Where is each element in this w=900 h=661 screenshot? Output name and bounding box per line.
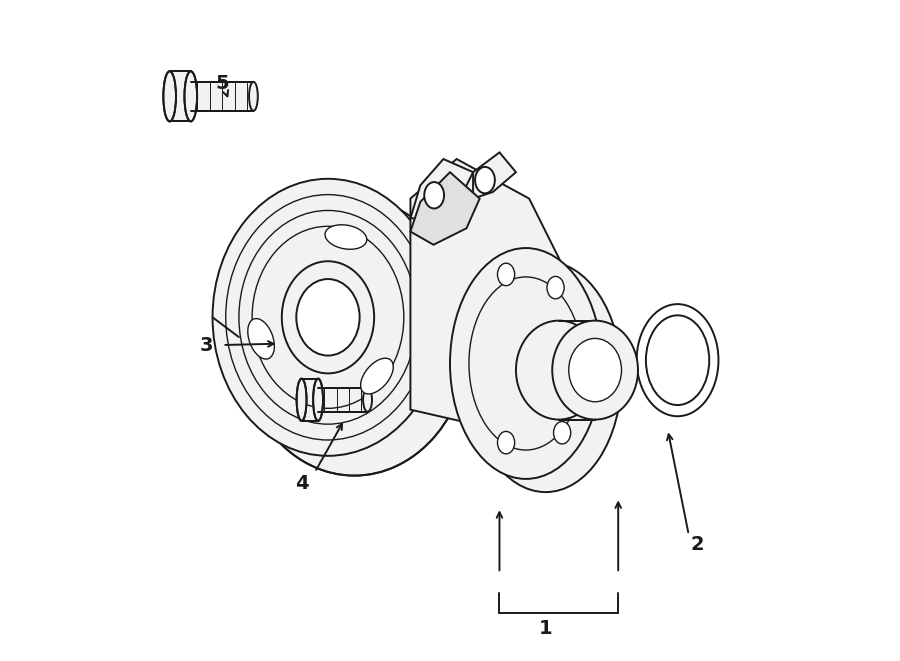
- Ellipse shape: [646, 315, 709, 405]
- Ellipse shape: [554, 422, 571, 444]
- Ellipse shape: [498, 263, 515, 286]
- Text: 3: 3: [199, 336, 212, 354]
- Ellipse shape: [469, 277, 582, 450]
- Ellipse shape: [249, 82, 257, 111]
- Text: 5: 5: [216, 73, 230, 93]
- Ellipse shape: [325, 225, 367, 249]
- Ellipse shape: [296, 279, 360, 356]
- Ellipse shape: [569, 338, 622, 402]
- Polygon shape: [480, 377, 533, 426]
- Ellipse shape: [297, 379, 307, 421]
- Text: 4: 4: [295, 474, 309, 493]
- Ellipse shape: [163, 71, 176, 122]
- Ellipse shape: [424, 182, 444, 208]
- Text: 2: 2: [690, 535, 704, 555]
- Ellipse shape: [475, 167, 495, 193]
- Polygon shape: [410, 159, 562, 436]
- Polygon shape: [170, 71, 191, 122]
- Ellipse shape: [636, 304, 718, 416]
- Ellipse shape: [516, 321, 602, 420]
- Text: 1: 1: [539, 619, 553, 638]
- Ellipse shape: [553, 321, 638, 420]
- Ellipse shape: [248, 319, 274, 359]
- Ellipse shape: [361, 358, 393, 394]
- Ellipse shape: [498, 432, 515, 454]
- Ellipse shape: [547, 276, 564, 299]
- Polygon shape: [559, 321, 595, 420]
- Ellipse shape: [238, 198, 470, 476]
- Ellipse shape: [363, 388, 372, 412]
- Polygon shape: [302, 379, 318, 421]
- Polygon shape: [410, 159, 473, 218]
- Polygon shape: [318, 388, 367, 412]
- Ellipse shape: [212, 178, 444, 456]
- Polygon shape: [410, 173, 480, 245]
- Ellipse shape: [184, 71, 197, 122]
- Ellipse shape: [282, 261, 374, 373]
- Ellipse shape: [470, 261, 622, 492]
- Ellipse shape: [313, 379, 323, 421]
- Polygon shape: [473, 153, 516, 198]
- Ellipse shape: [450, 248, 602, 479]
- Polygon shape: [191, 82, 254, 111]
